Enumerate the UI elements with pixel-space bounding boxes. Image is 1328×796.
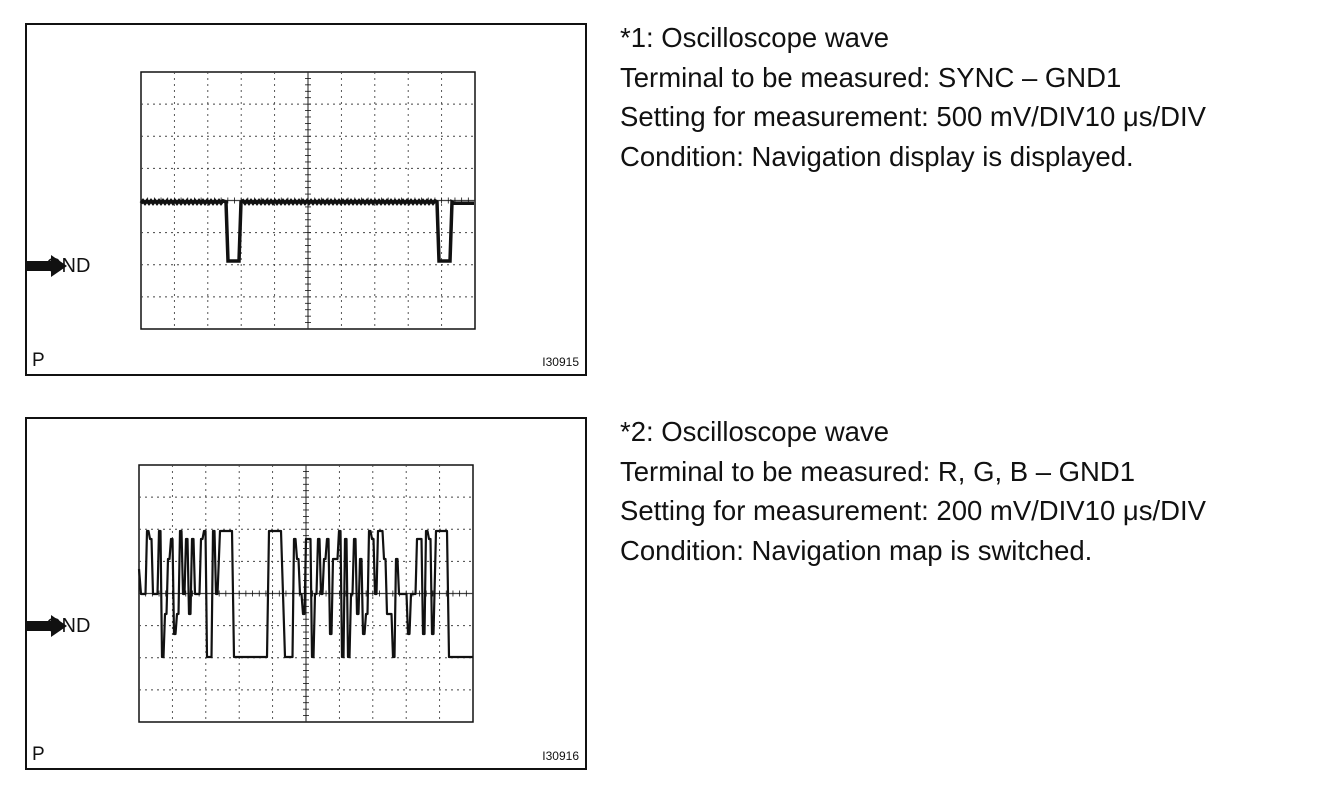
- oscilloscope-screen-2: [137, 464, 474, 723]
- waveform-sync: [139, 198, 474, 263]
- oscilloscope-panel-1: GND P I30915: [25, 23, 587, 376]
- oscilloscope-panel-2: GND P I30916: [25, 417, 587, 770]
- gnd-arrow-icon: [27, 615, 67, 637]
- panel-p-label: P: [32, 744, 45, 765]
- desc-setting: Setting for measurement: 200 mV/DIV10 μs…: [620, 495, 1206, 526]
- figure-code: I30916: [542, 749, 579, 763]
- figure-code: I30915: [542, 355, 579, 369]
- description-2: *2: Oscilloscope wave Terminal to be mea…: [620, 412, 1206, 570]
- panel-p-label: P: [32, 350, 45, 371]
- desc-title: *1: Oscilloscope wave: [620, 22, 890, 53]
- gnd-arrow-icon: [27, 255, 67, 277]
- desc-condition: Condition: Navigation display is display…: [620, 140, 1134, 172]
- desc-setting: Setting for measurement: 500 mV/DIV10 μs…: [620, 101, 1206, 132]
- desc-title: *2: Oscilloscope wave: [620, 416, 890, 447]
- desc-terminal: Terminal to be measured: R, G, B – GND1: [620, 455, 1136, 487]
- desc-terminal: Terminal to be measured: SYNC – GND1: [620, 61, 1122, 93]
- description-1: *1: Oscilloscope wave Terminal to be mea…: [620, 18, 1206, 176]
- oscilloscope-screen-1: [139, 71, 476, 330]
- desc-condition: Condition: Navigation map is switched.: [620, 534, 1093, 566]
- waveform-rgb: [137, 529, 473, 659]
